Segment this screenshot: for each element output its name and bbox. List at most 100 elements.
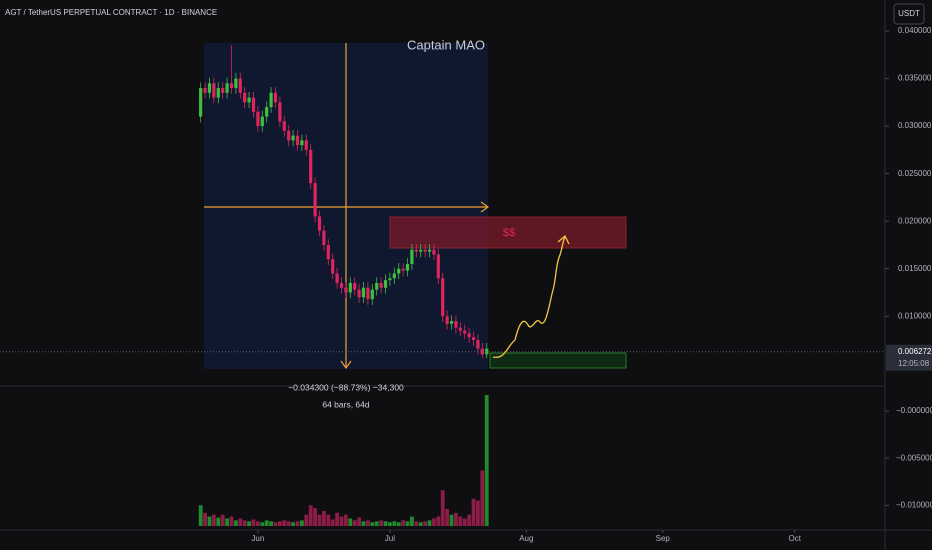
volume-bar	[401, 520, 406, 526]
candle-body	[229, 83, 234, 89]
candle-body	[287, 130, 291, 141]
volume-bar	[339, 516, 344, 526]
volume-bar	[480, 470, 485, 526]
candle-body	[344, 287, 348, 293]
volume-bar	[308, 505, 313, 526]
candle-body	[207, 83, 212, 93]
volume-bar	[445, 509, 450, 526]
candle-body	[410, 249, 414, 264]
volume-bar	[317, 514, 322, 526]
arrow-head	[557, 234, 570, 245]
volume-bar	[361, 521, 366, 526]
x-tick-label: Sep	[656, 534, 671, 543]
volume-bar	[260, 522, 265, 526]
measure-span: 64 bars, 64d	[322, 399, 370, 409]
x-tick-label: Jul	[385, 534, 395, 543]
volume-bar	[207, 516, 212, 526]
candle-body	[397, 268, 401, 274]
symbol-title: AGT / TetherUS PERPETUAL CONTRACT · 1D ·…	[5, 8, 217, 17]
candle-body	[476, 340, 480, 349]
candle-body	[375, 283, 379, 290]
currency-button-label[interactable]: USDT	[898, 9, 920, 18]
volume-bar	[216, 517, 221, 526]
y-tick-label: 0.015000	[898, 264, 932, 273]
volume-bar	[414, 521, 419, 526]
countdown: 12:05:08	[898, 359, 930, 368]
volume-bar	[203, 512, 207, 526]
volume-bar	[299, 520, 304, 526]
x-tick-label: Oct	[789, 534, 802, 543]
candle-body	[401, 268, 405, 271]
candle-body	[256, 111, 260, 127]
volume-bar	[269, 521, 273, 526]
volume-bar	[383, 521, 388, 526]
candle-body	[449, 321, 454, 324]
watermark: Captain MAO	[407, 37, 485, 52]
volume-bar	[277, 521, 282, 526]
volume-bar	[255, 521, 260, 526]
candle-body	[295, 135, 300, 146]
volume-bar	[462, 518, 467, 526]
volume-bar	[379, 520, 384, 526]
volume-bar	[313, 508, 317, 526]
candle-body	[339, 283, 344, 288]
last-price-tag	[886, 344, 932, 371]
volume-bar	[396, 522, 401, 526]
candle-body	[353, 283, 357, 290]
volume-bar	[211, 514, 216, 526]
volume-bar	[432, 518, 436, 526]
candle-body	[379, 283, 383, 288]
volume-bar	[410, 516, 414, 526]
volume-bar	[471, 498, 476, 526]
candle-body	[423, 249, 427, 252]
candle-body	[361, 287, 366, 298]
candle-body	[471, 337, 476, 341]
volume-bar	[458, 516, 463, 526]
volume-bar	[454, 512, 458, 526]
volume-bar	[247, 521, 251, 526]
candle-body	[238, 78, 242, 93]
candle-body	[388, 278, 392, 281]
candle-body	[212, 83, 216, 98]
candle-body	[273, 92, 278, 103]
candle-body	[300, 140, 304, 146]
candle-body	[441, 278, 445, 317]
volume-bar	[405, 521, 410, 526]
volume-bar	[286, 521, 291, 526]
candle-body	[366, 287, 370, 300]
candle-body	[331, 259, 335, 274]
y-tick-label: −0.010000	[896, 500, 932, 509]
volume-bar	[229, 516, 234, 526]
y-tick-label: 0.030000	[898, 121, 932, 130]
volume-bar	[388, 522, 392, 526]
target-label: $$	[503, 227, 515, 239]
volume-bar	[370, 522, 375, 526]
y-tick-label: 0.040000	[898, 26, 932, 35]
candle-body	[234, 78, 238, 89]
candle-body	[216, 88, 220, 98]
candle-body	[436, 254, 440, 279]
candle-body	[348, 283, 352, 293]
volume-bar	[467, 514, 472, 526]
currency-button[interactable]	[893, 3, 925, 25]
candle-body	[335, 273, 339, 284]
candle-body	[392, 273, 396, 279]
candle-body	[313, 183, 317, 217]
volume-bar	[330, 519, 335, 526]
candle-body	[251, 97, 256, 112]
candle-body	[454, 321, 458, 328]
volume-bar	[304, 514, 309, 526]
volume-bar	[344, 514, 348, 526]
volume-bar	[418, 522, 423, 526]
volume-bar	[392, 521, 397, 526]
volume-bar	[348, 518, 353, 526]
candle-body	[463, 330, 467, 334]
candle-body	[260, 116, 264, 127]
volume-bar	[374, 521, 379, 526]
candle-body	[326, 244, 330, 260]
candle-body	[309, 149, 313, 184]
volume-bar	[264, 520, 269, 526]
y-tick-label: 0.025000	[898, 169, 932, 178]
